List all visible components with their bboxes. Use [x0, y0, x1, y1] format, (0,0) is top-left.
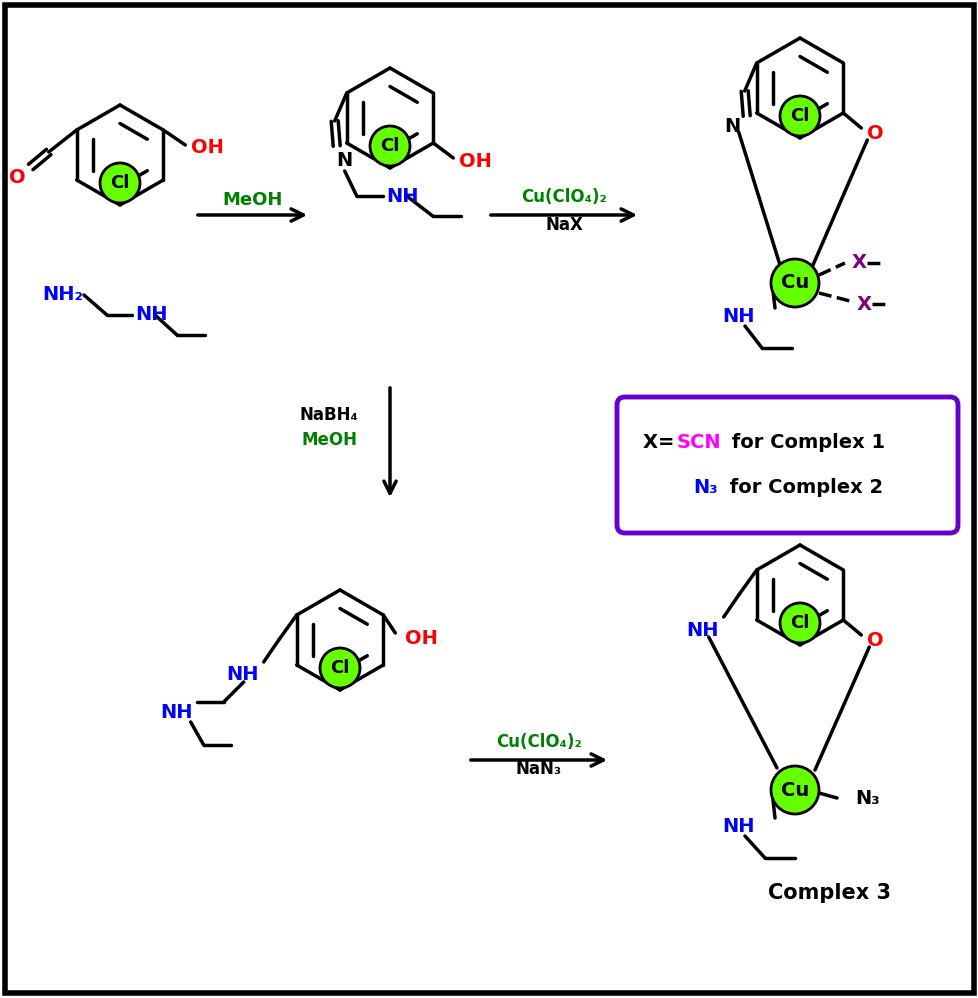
- Text: Cl: Cl: [330, 659, 349, 677]
- Circle shape: [779, 603, 820, 643]
- Text: N₃: N₃: [854, 788, 878, 807]
- Text: OH: OH: [405, 629, 437, 648]
- Text: NH: NH: [226, 666, 258, 685]
- Text: X: X: [851, 253, 866, 272]
- Text: NaBH₄: NaBH₄: [299, 406, 358, 424]
- Text: Cl: Cl: [789, 107, 809, 125]
- Text: for Complex 2: for Complex 2: [723, 477, 882, 496]
- Text: N₃: N₃: [692, 477, 717, 496]
- Text: NH₂: NH₂: [42, 285, 83, 304]
- Text: NH: NH: [386, 187, 419, 206]
- Text: O: O: [867, 631, 883, 650]
- Text: NH: NH: [160, 703, 193, 722]
- Text: MeOH: MeOH: [301, 431, 358, 449]
- Text: Cl: Cl: [111, 174, 129, 192]
- Text: Cl: Cl: [789, 614, 809, 632]
- Circle shape: [771, 766, 819, 814]
- Text: NaX: NaX: [545, 216, 582, 234]
- Text: X=: X=: [643, 433, 681, 452]
- Text: NH: NH: [135, 305, 167, 324]
- Circle shape: [779, 96, 820, 136]
- Text: SCN: SCN: [677, 433, 721, 452]
- Text: OH: OH: [459, 152, 491, 171]
- Text: Complex 3: Complex 3: [768, 883, 891, 903]
- Text: for Complex 1: for Complex 1: [725, 433, 884, 452]
- Text: X: X: [856, 294, 870, 313]
- Text: Cl: Cl: [379, 137, 399, 155]
- Circle shape: [370, 126, 410, 166]
- Text: Cu(ClO₄)₂: Cu(ClO₄)₂: [520, 188, 606, 206]
- Text: Cu: Cu: [780, 273, 808, 292]
- Text: OH: OH: [191, 138, 224, 157]
- Text: N: N: [724, 117, 740, 136]
- Text: Cu(ClO₄)₂: Cu(ClO₄)₂: [496, 733, 581, 751]
- Text: NH: NH: [722, 306, 754, 325]
- Text: NaN₃: NaN₃: [515, 760, 561, 778]
- Text: NH: NH: [722, 816, 754, 835]
- Text: O: O: [10, 168, 26, 187]
- FancyBboxPatch shape: [616, 397, 957, 533]
- Circle shape: [320, 648, 360, 688]
- Text: O: O: [867, 124, 883, 143]
- Text: MeOH: MeOH: [223, 191, 283, 209]
- Circle shape: [100, 163, 140, 203]
- Circle shape: [771, 259, 819, 307]
- Text: Cu: Cu: [780, 780, 808, 799]
- Text: N: N: [336, 151, 352, 170]
- Text: NH: NH: [686, 621, 718, 640]
